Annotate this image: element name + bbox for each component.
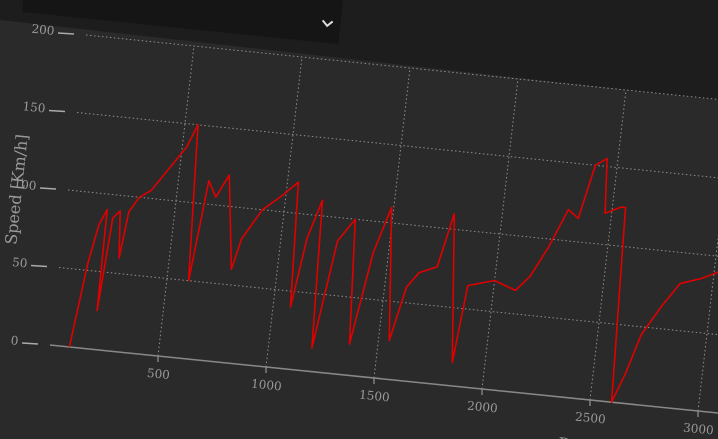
dropdown-box[interactable]	[22, 0, 344, 45]
series-line	[68, 124, 718, 403]
grid-line	[697, 234, 718, 412]
x-axis	[49, 344, 718, 414]
grid-line	[589, 89, 627, 401]
y-tick-label: 200	[31, 22, 55, 38]
y-tick	[39, 187, 57, 190]
grid-line	[85, 34, 718, 100]
dropdown-arrow	[321, 19, 334, 28]
grid-line	[481, 78, 519, 390]
grid-line	[76, 112, 718, 179]
y-tick	[48, 109, 66, 113]
y-tick-label: 100	[13, 177, 37, 193]
x-tick-label: 1500	[359, 388, 391, 405]
x-tick-label: 500	[146, 366, 170, 382]
grid-line	[157, 45, 195, 357]
x-tick-label: 2500	[575, 410, 607, 427]
y-tick-label: 0	[10, 333, 19, 348]
y-tick-label: 50	[11, 255, 28, 270]
x-tick-label: 1000	[251, 377, 283, 394]
dropdown[interactable]: Speed	[22, 0, 344, 45]
grid-line	[67, 189, 718, 257]
y-tick	[57, 32, 75, 35]
y-tick	[21, 342, 39, 345]
y-tick-label: 150	[22, 99, 46, 115]
x-tick-label: 3000	[683, 421, 715, 438]
y-tick	[30, 264, 48, 268]
x-tick-label: 2000	[467, 399, 499, 416]
grid-line	[265, 56, 303, 368]
